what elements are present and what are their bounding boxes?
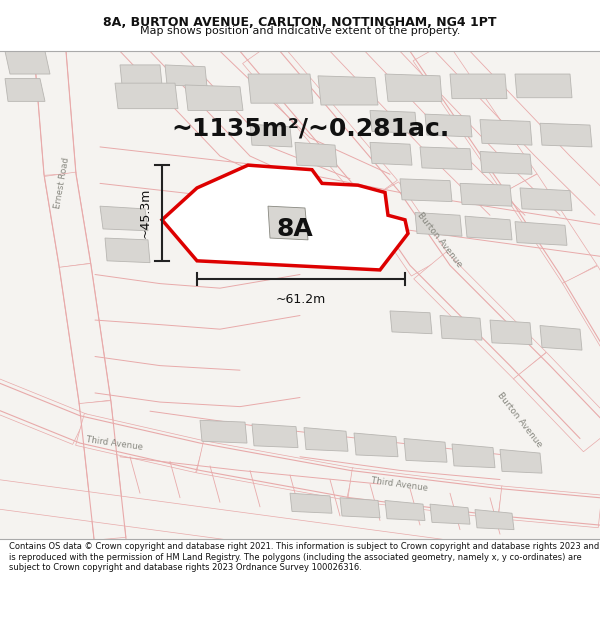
Polygon shape [460,183,512,206]
Polygon shape [385,501,425,521]
Polygon shape [404,439,447,462]
Polygon shape [480,119,532,145]
Polygon shape [370,111,417,133]
Polygon shape [5,79,45,101]
Polygon shape [44,172,91,268]
Polygon shape [500,449,542,473]
Text: ~61.2m: ~61.2m [276,292,326,306]
Polygon shape [34,50,76,176]
Text: Third Avenue: Third Avenue [86,434,144,451]
Polygon shape [514,352,600,452]
Polygon shape [415,213,462,236]
Polygon shape [490,320,532,344]
Polygon shape [347,468,502,519]
Polygon shape [540,326,582,350]
Polygon shape [268,206,308,240]
Text: Ernest Road: Ernest Road [53,157,71,210]
Text: Third Avenue: Third Avenue [371,476,429,492]
Polygon shape [196,441,353,500]
Polygon shape [370,142,412,165]
Polygon shape [185,202,230,224]
Text: ~1135m²/~0.281ac.: ~1135m²/~0.281ac. [171,117,449,141]
Polygon shape [100,206,148,231]
Text: Contains OS data © Crown copyright and database right 2021. This information is : Contains OS data © Crown copyright and d… [9,542,599,572]
Polygon shape [425,114,472,137]
Text: 8A: 8A [277,217,313,241]
Polygon shape [385,74,442,101]
Polygon shape [452,444,495,468]
Text: Burton Avenue: Burton Avenue [416,211,464,269]
Text: Burton Avenue: Burton Avenue [496,391,544,449]
Polygon shape [450,74,507,99]
Text: Map shows position and indicative extent of the property.: Map shows position and indicative extent… [140,26,460,36]
Polygon shape [318,76,378,105]
Polygon shape [120,65,162,85]
Polygon shape [354,433,398,457]
Polygon shape [361,182,449,276]
Polygon shape [185,85,243,111]
Polygon shape [79,401,126,540]
Polygon shape [414,252,546,379]
Polygon shape [465,216,512,240]
Polygon shape [0,479,600,589]
Polygon shape [390,311,432,334]
Polygon shape [162,165,408,270]
Polygon shape [515,74,572,98]
Polygon shape [498,486,600,528]
Text: ~45.3m: ~45.3m [139,188,152,238]
Polygon shape [5,51,50,74]
Polygon shape [76,414,205,472]
Polygon shape [304,428,348,451]
Polygon shape [562,266,600,384]
Polygon shape [0,378,88,444]
Polygon shape [250,124,292,147]
Polygon shape [440,316,482,340]
Polygon shape [252,424,298,448]
Polygon shape [248,74,313,103]
Polygon shape [515,222,567,246]
Polygon shape [475,509,514,529]
Polygon shape [115,83,178,109]
Polygon shape [59,264,111,404]
Polygon shape [295,142,337,167]
Text: 8A, BURTON AVENUE, CARLTON, NOTTINGHAM, NG4 1PT: 8A, BURTON AVENUE, CARLTON, NOTTINGHAM, … [103,16,497,29]
Polygon shape [540,123,592,147]
Polygon shape [400,179,452,202]
Polygon shape [520,188,572,211]
Polygon shape [503,174,597,284]
Polygon shape [165,65,207,87]
Polygon shape [290,493,332,513]
Polygon shape [430,504,470,524]
Polygon shape [413,42,537,193]
Polygon shape [420,147,472,170]
Polygon shape [480,151,532,174]
Polygon shape [242,39,397,205]
Polygon shape [105,238,150,262]
Polygon shape [200,420,247,443]
Polygon shape [340,498,380,518]
